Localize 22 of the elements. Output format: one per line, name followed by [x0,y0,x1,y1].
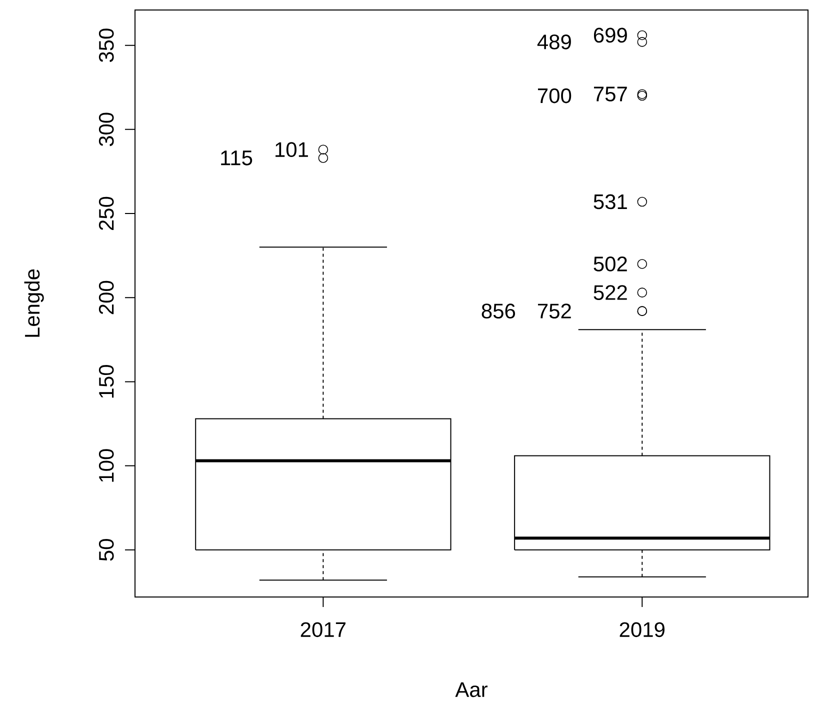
y-tick-label: 150 [98,365,114,398]
annotation: 752 [538,304,571,318]
y-tick-label: 250 [98,196,114,230]
annotation: 502 [594,256,627,272]
y-tick-label: 200 [98,280,114,314]
y-axis-title: Lengde [24,269,44,337]
y-tick-label: 300 [98,112,114,146]
annotation: 115 [221,150,252,166]
annotation: 699 [594,28,627,43]
x-tick-label: 2019 [620,622,664,638]
annotation: 757 [594,86,627,102]
annotation: 531 [594,194,627,210]
annotation: 489 [537,34,571,50]
x-axis-title: Aar [455,682,488,698]
annotation: 522 [594,285,627,300]
annotation: 101 [276,142,308,158]
annotation: 700 [538,88,572,104]
x-tick-label: 2017 [300,622,346,638]
y-tick-label: 100 [98,449,114,482]
y-tick-label: 350 [98,28,114,62]
y-tick-label: 50 [98,539,114,561]
annotation: 856 [482,304,516,318]
